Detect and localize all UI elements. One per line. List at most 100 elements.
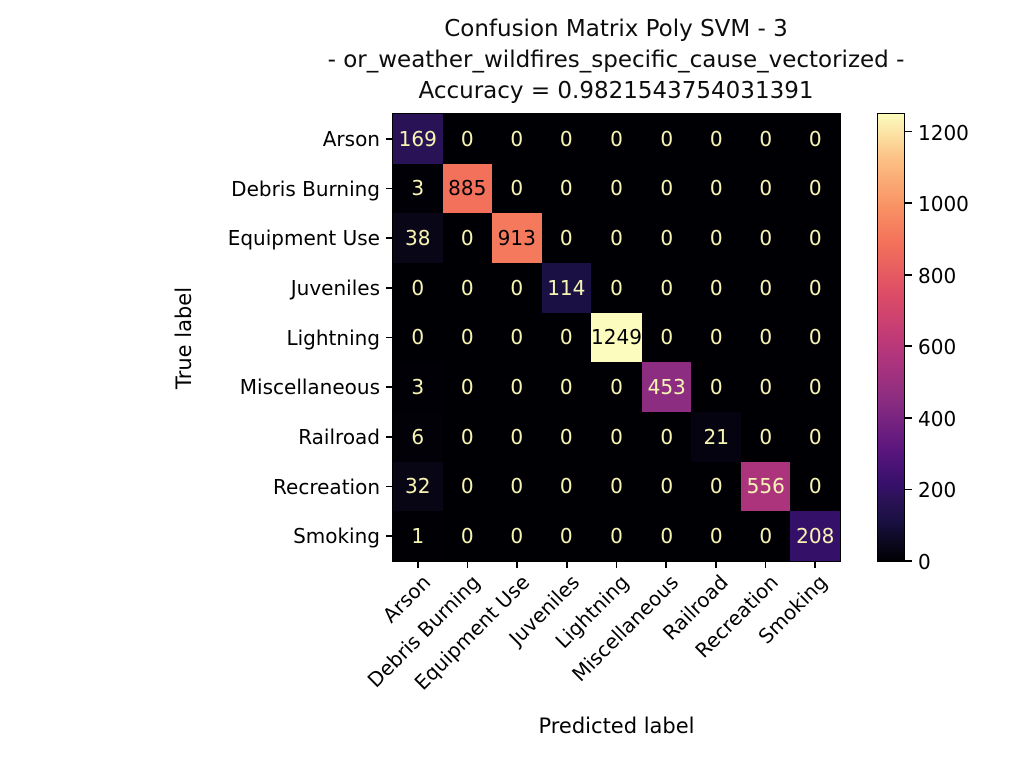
matrix-cell: 0 <box>641 312 692 363</box>
colorbar-tick <box>905 202 912 204</box>
y-tick-label: Equipment Use <box>227 226 380 251</box>
matrix-cell: 208 <box>790 511 840 561</box>
y-tick-label: Smoking <box>293 524 380 549</box>
matrix-cell: 0 <box>492 362 542 412</box>
matrix-cell: 0 <box>541 163 592 214</box>
x-tick <box>814 561 816 568</box>
matrix-cell: 0 <box>591 114 642 164</box>
matrix-cell: 0 <box>641 263 692 313</box>
matrix-cell: 32 <box>393 461 443 512</box>
matrix-cell: 0 <box>691 461 741 512</box>
y-tick-labels: Arson Debris Burning Equipment Use Juvenile… <box>100 114 380 561</box>
matrix-cell: 114 <box>541 263 592 313</box>
x-tick <box>565 561 568 568</box>
colorbar-tick <box>905 488 912 491</box>
matrix-cell: 0 <box>541 312 592 363</box>
colorbar-tick <box>905 273 912 276</box>
matrix-cell: 0 <box>740 362 791 412</box>
y-tick-label: Miscellaneous <box>239 375 380 400</box>
colorbar-tick-label: 0 <box>918 550 931 574</box>
matrix-cell: 0 <box>492 263 542 313</box>
colorbar-tick <box>905 560 912 562</box>
matrix-cell: 0 <box>541 362 592 412</box>
y-tick <box>386 535 393 537</box>
x-tick <box>665 561 667 568</box>
matrix-cell: 0 <box>591 263 642 313</box>
matrix-cell: 0 <box>492 114 542 164</box>
x-tick <box>615 561 618 568</box>
colorbar-tick <box>905 416 912 419</box>
colorbar-gradient <box>877 113 905 562</box>
y-tick <box>386 435 393 438</box>
matrix-cell: 6 <box>393 412 443 462</box>
matrix-cell: 0 <box>641 461 692 512</box>
matrix-cell: 0 <box>790 412 840 462</box>
x-tick-labels: Arson Debris Burning Equipment Use Juvenile… <box>362 561 840 731</box>
matrix-cell: 0 <box>393 263 443 313</box>
matrix-cell: 913 <box>492 213 542 263</box>
y-tick <box>386 386 393 388</box>
x-axis-title: Predicted label <box>538 714 695 738</box>
matrix-cell: 0 <box>790 263 840 313</box>
matrix-cell: 0 <box>691 114 741 164</box>
matrix-cell: 3 <box>393 163 443 214</box>
colorbar-tick <box>905 130 912 133</box>
matrix-cell: 21 <box>691 412 741 462</box>
matrix-cell: 0 <box>790 114 840 164</box>
matrix-cell: 0 <box>740 114 791 164</box>
colorbar-tick <box>905 345 912 348</box>
colorbar-tick-label: 1200 <box>918 120 969 145</box>
y-tick <box>386 137 393 140</box>
matrix-cell: 0 <box>442 114 493 164</box>
matrix-cell: 3 <box>393 362 443 412</box>
x-tick <box>714 561 717 568</box>
colorbar-tick-label: 400 <box>918 406 957 431</box>
matrix-cell: 0 <box>442 412 493 462</box>
y-tick-label: Railroad <box>298 424 380 449</box>
y-tick-label: Recreation <box>273 474 380 499</box>
matrix-cell: 0 <box>691 163 741 214</box>
matrix-cell: 0 <box>591 163 642 214</box>
matrix-cell: 0 <box>790 461 840 512</box>
matrix-cell: 169 <box>393 114 443 164</box>
matrix-cell: 556 <box>740 461 791 512</box>
matrix-cell: 0 <box>740 412 791 462</box>
matrix-cell: 0 <box>492 461 542 512</box>
matrix-cell: 0 <box>541 461 592 512</box>
x-tick <box>764 561 767 568</box>
y-tick-label: Lightning <box>286 325 380 350</box>
matrix-cell: 0 <box>591 362 642 412</box>
matrix-cell: 0 <box>691 511 741 561</box>
colorbar-tick-label: 800 <box>918 263 957 288</box>
chart-title: Confusion Matrix Poly SVM - 3 - or_weath… <box>216 14 1016 107</box>
colorbar-tick-label: 1000 <box>918 192 969 217</box>
colorbar-ticks: 0 200 400 600 800 1000 1200 <box>904 114 1004 572</box>
matrix-cell: 0 <box>740 163 791 214</box>
matrix-cell: 0 <box>492 412 542 462</box>
colorbar-tick-label: 600 <box>918 335 957 360</box>
matrix-cell: 0 <box>641 114 692 164</box>
matrix-cell: 0 <box>541 114 592 164</box>
matrix-cell: 0 <box>740 213 791 263</box>
matrix-cell: 0 <box>442 511 493 561</box>
matrix-cell: 0 <box>641 213 692 263</box>
y-tick <box>386 237 393 239</box>
y-tick-label: Juveniles <box>290 275 380 300</box>
y-tick <box>386 485 393 488</box>
y-tick <box>386 336 393 339</box>
matrix-cell: 0 <box>442 312 493 363</box>
matrix-cell: 0 <box>790 312 840 363</box>
matrix-cell: 0 <box>393 312 443 363</box>
x-tick <box>466 561 469 568</box>
matrix-cell: 1249 <box>591 312 642 363</box>
matrix-cell: 0 <box>492 312 542 363</box>
matrix-cell: 0 <box>442 362 493 412</box>
matrix-cell: 0 <box>541 412 592 462</box>
matrix-cell: 0 <box>691 213 741 263</box>
y-tick-label: Arson <box>322 126 380 151</box>
matrix-cell: 0 <box>591 213 642 263</box>
matrix-cell: 0 <box>442 213 493 263</box>
matrix-cell: 0 <box>541 511 592 561</box>
matrix-cell: 38 <box>393 213 443 263</box>
